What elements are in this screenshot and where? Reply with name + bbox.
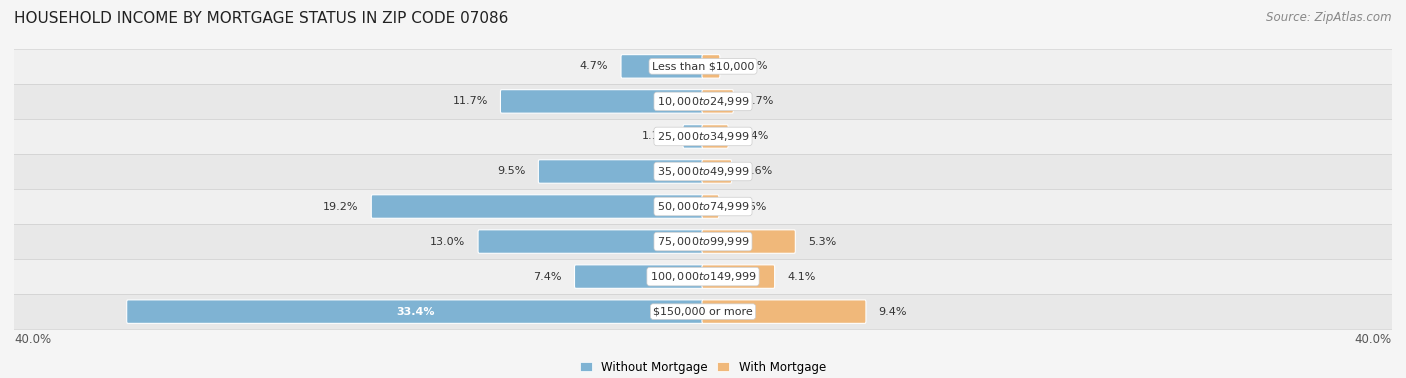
Text: HOUSEHOLD INCOME BY MORTGAGE STATUS IN ZIP CODE 07086: HOUSEHOLD INCOME BY MORTGAGE STATUS IN Z… (14, 11, 509, 26)
FancyBboxPatch shape (702, 195, 718, 218)
Text: 4.1%: 4.1% (787, 271, 815, 282)
FancyBboxPatch shape (702, 300, 866, 323)
Bar (0, 224, 1406, 259)
Text: $10,000 to $24,999: $10,000 to $24,999 (657, 95, 749, 108)
FancyBboxPatch shape (702, 230, 796, 253)
Text: Source: ZipAtlas.com: Source: ZipAtlas.com (1267, 11, 1392, 24)
Bar (0, 294, 1406, 329)
FancyBboxPatch shape (702, 125, 728, 148)
Bar (0, 49, 1406, 84)
FancyBboxPatch shape (702, 160, 731, 183)
Text: 33.4%: 33.4% (396, 307, 434, 317)
FancyBboxPatch shape (127, 300, 704, 323)
FancyBboxPatch shape (575, 265, 704, 288)
FancyBboxPatch shape (478, 230, 704, 253)
Bar (0, 154, 1406, 189)
Text: $100,000 to $149,999: $100,000 to $149,999 (650, 270, 756, 283)
Legend: Without Mortgage, With Mortgage: Without Mortgage, With Mortgage (575, 356, 831, 378)
Text: 11.7%: 11.7% (453, 96, 488, 107)
Text: 9.5%: 9.5% (498, 166, 526, 177)
Text: 7.4%: 7.4% (533, 271, 562, 282)
Text: $75,000 to $99,999: $75,000 to $99,999 (657, 235, 749, 248)
Text: 13.0%: 13.0% (430, 237, 465, 246)
Text: $150,000 or more: $150,000 or more (654, 307, 752, 317)
Text: Less than $10,000: Less than $10,000 (652, 61, 754, 71)
Bar (0, 119, 1406, 154)
Bar (0, 189, 1406, 224)
FancyBboxPatch shape (621, 55, 704, 78)
Text: 1.1%: 1.1% (643, 132, 671, 141)
Bar (0, 259, 1406, 294)
FancyBboxPatch shape (538, 160, 704, 183)
FancyBboxPatch shape (702, 90, 734, 113)
Bar (0, 84, 1406, 119)
FancyBboxPatch shape (702, 265, 775, 288)
Text: 9.4%: 9.4% (879, 307, 907, 317)
FancyBboxPatch shape (371, 195, 704, 218)
FancyBboxPatch shape (702, 55, 720, 78)
Text: $50,000 to $74,999: $50,000 to $74,999 (657, 200, 749, 213)
Text: 40.0%: 40.0% (14, 333, 51, 346)
Text: 4.7%: 4.7% (579, 61, 609, 71)
Text: $35,000 to $49,999: $35,000 to $49,999 (657, 165, 749, 178)
Text: 5.3%: 5.3% (808, 237, 837, 246)
Text: $25,000 to $34,999: $25,000 to $34,999 (657, 130, 749, 143)
Text: 0.92%: 0.92% (733, 61, 768, 71)
Text: 19.2%: 19.2% (323, 201, 359, 212)
FancyBboxPatch shape (501, 90, 704, 113)
Text: 1.4%: 1.4% (741, 132, 769, 141)
FancyBboxPatch shape (683, 125, 704, 148)
Text: 1.6%: 1.6% (744, 166, 772, 177)
Text: 0.86%: 0.86% (731, 201, 766, 212)
Text: 1.7%: 1.7% (747, 96, 775, 107)
Text: 40.0%: 40.0% (1355, 333, 1392, 346)
